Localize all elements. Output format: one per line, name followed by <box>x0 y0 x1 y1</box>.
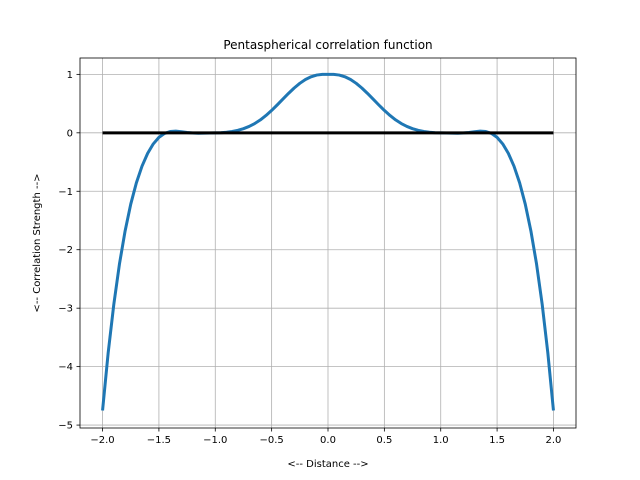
y-tick-label: −2 <box>58 245 73 256</box>
x-tick-label: −2.0 <box>90 435 114 446</box>
x-tick-label: 1.5 <box>489 435 505 446</box>
x-tick-label: 0.5 <box>376 435 392 446</box>
y-tick-label: −3 <box>58 304 73 315</box>
y-axis-label: <-- Correlation Strength --> <box>32 173 43 312</box>
series-layer <box>101 72 555 411</box>
chart-title: Pentaspherical correlation function <box>223 38 432 52</box>
x-tick-label: −1.0 <box>203 435 227 446</box>
grid <box>80 58 576 428</box>
y-tick-label: −5 <box>58 421 73 432</box>
x-tick-label: −0.5 <box>259 435 283 446</box>
ticks: −2.0 −1.5 −1.0 −0.5 0.0 0.5 1.0 1.5 2.0 1 0 −1 −2 −3 −… <box>58 70 561 446</box>
x-tick-label: −1.5 <box>147 435 171 446</box>
x-tick-label: 0.0 <box>320 435 336 446</box>
x-axis-label: <-- Distance --> <box>287 459 368 470</box>
x-tick-label: 1.0 <box>433 435 449 446</box>
y-tick-label: 1 <box>67 70 73 81</box>
x-tick-label: 2.0 <box>546 435 562 446</box>
y-tick-label: 0 <box>67 128 73 139</box>
y-tick-label: −1 <box>58 187 73 198</box>
y-tick-label: −4 <box>58 362 73 373</box>
